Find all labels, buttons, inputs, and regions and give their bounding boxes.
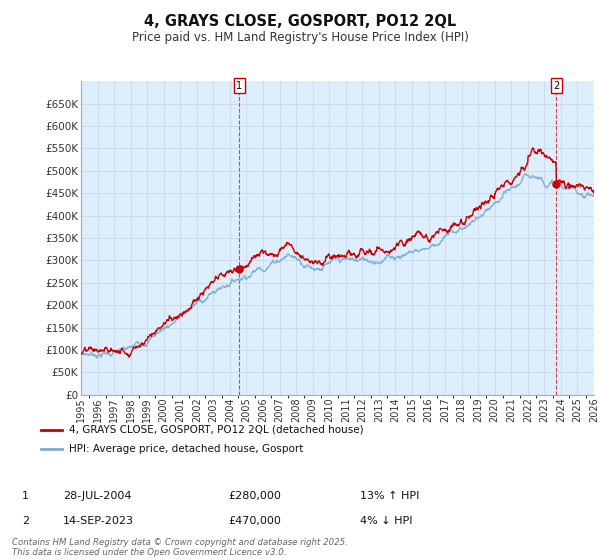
- Text: 1: 1: [22, 491, 29, 501]
- Text: 4% ↓ HPI: 4% ↓ HPI: [360, 516, 413, 526]
- Text: 4, GRAYS CLOSE, GOSPORT, PO12 2QL: 4, GRAYS CLOSE, GOSPORT, PO12 2QL: [144, 14, 456, 29]
- Text: 4, GRAYS CLOSE, GOSPORT, PO12 2QL (detached house): 4, GRAYS CLOSE, GOSPORT, PO12 2QL (detac…: [69, 424, 364, 435]
- Text: £280,000: £280,000: [228, 491, 281, 501]
- Text: £470,000: £470,000: [228, 516, 281, 526]
- Text: 13% ↑ HPI: 13% ↑ HPI: [360, 491, 419, 501]
- Text: 1: 1: [236, 81, 242, 91]
- Text: 14-SEP-2023: 14-SEP-2023: [63, 516, 134, 526]
- Text: HPI: Average price, detached house, Gosport: HPI: Average price, detached house, Gosp…: [69, 445, 303, 455]
- Text: Price paid vs. HM Land Registry's House Price Index (HPI): Price paid vs. HM Land Registry's House …: [131, 31, 469, 44]
- Text: Contains HM Land Registry data © Crown copyright and database right 2025.
This d: Contains HM Land Registry data © Crown c…: [12, 538, 348, 557]
- Text: 2: 2: [22, 516, 29, 526]
- Text: 2: 2: [553, 81, 559, 91]
- Text: 28-JUL-2004: 28-JUL-2004: [63, 491, 131, 501]
